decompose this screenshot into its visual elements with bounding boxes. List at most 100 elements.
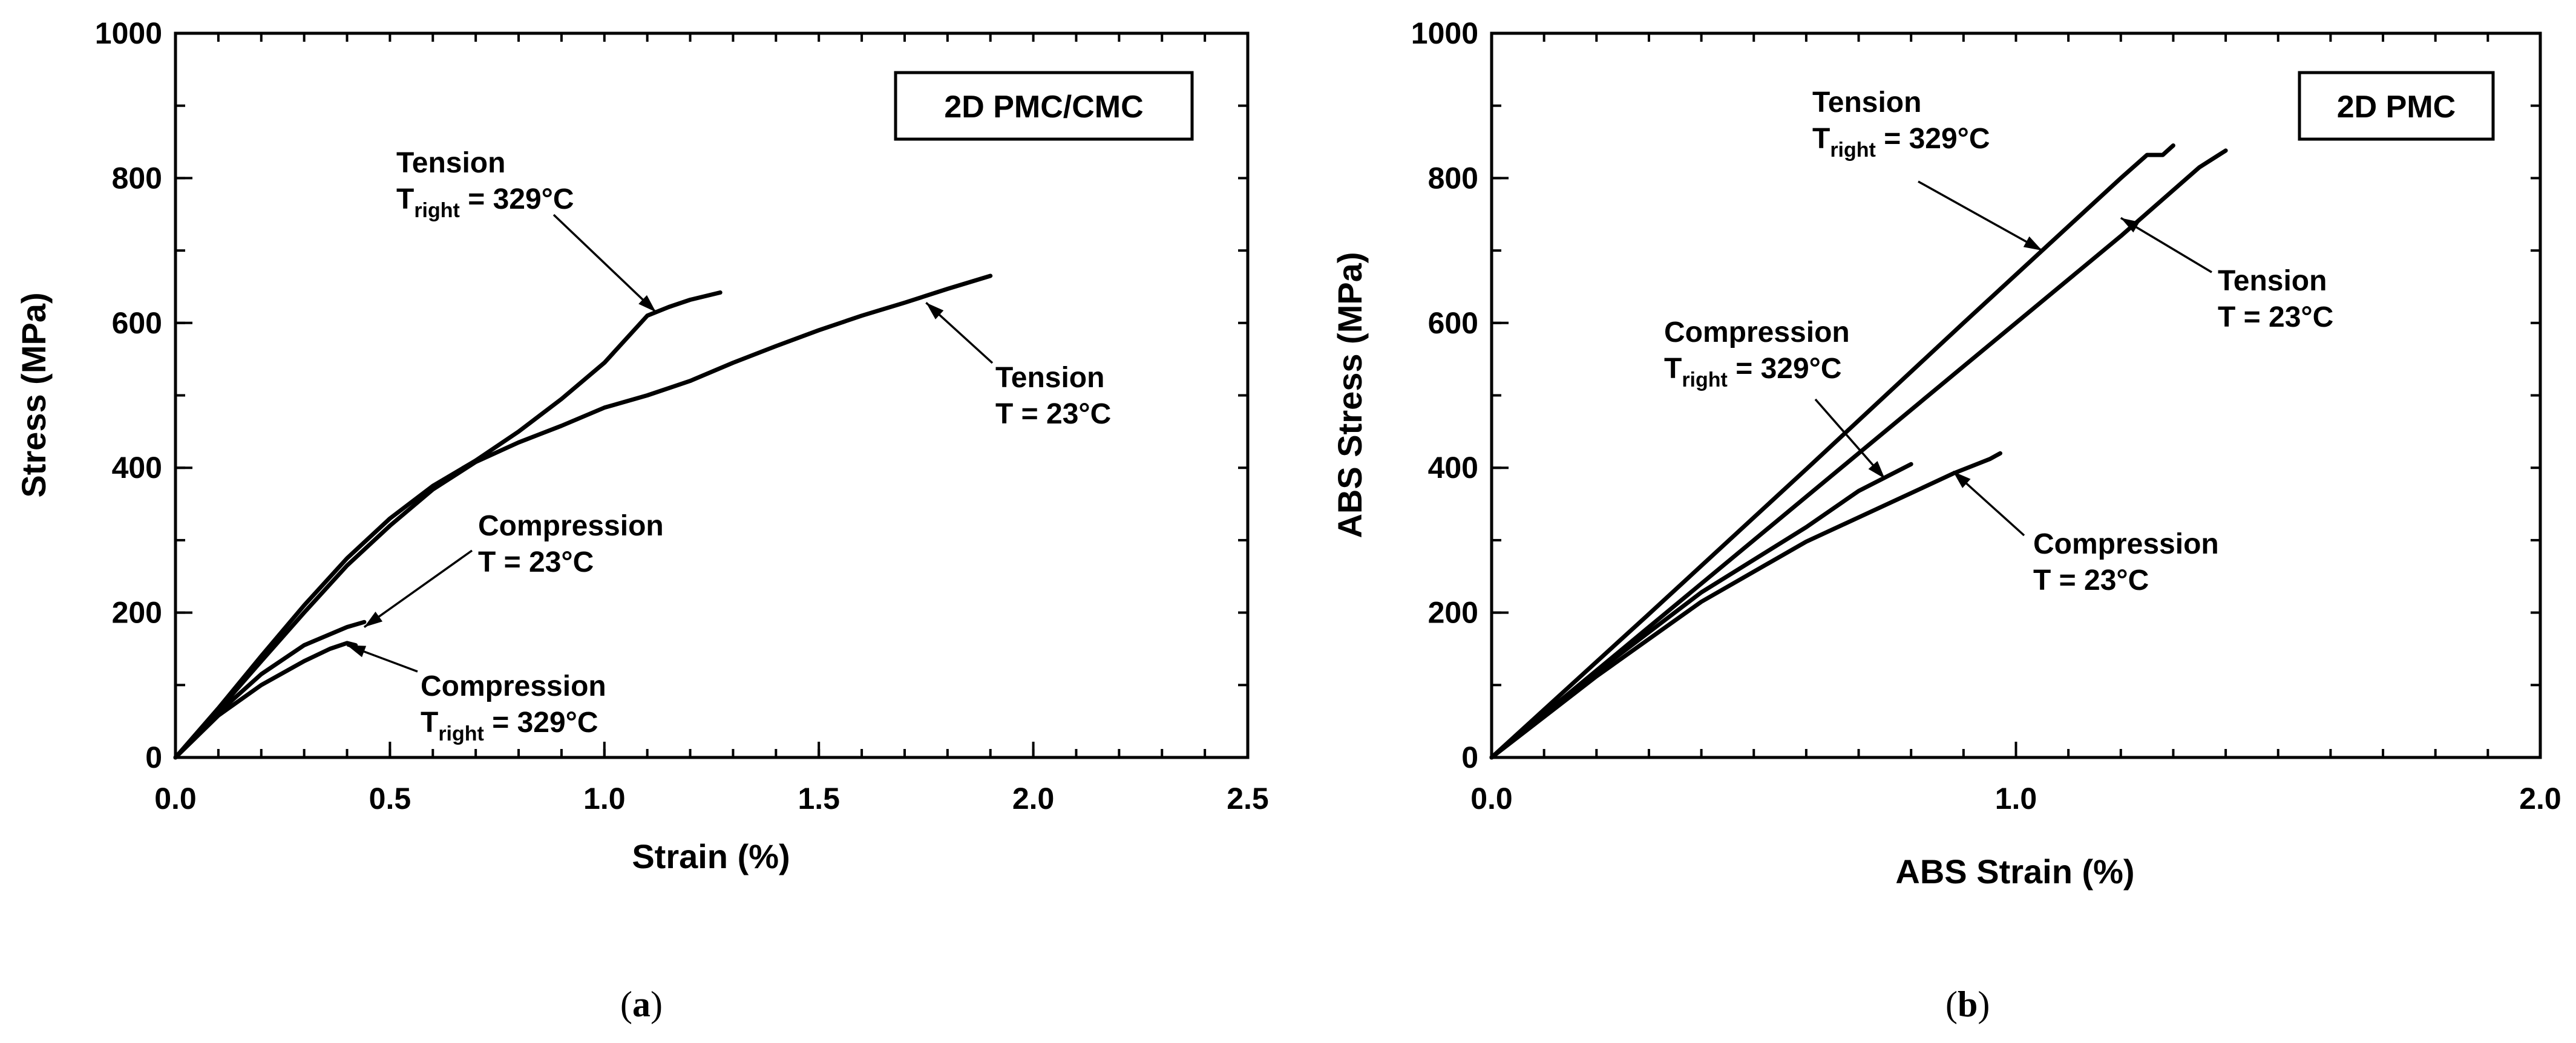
- panel-b: 0.0 1.0 2.0 0 200 400 600 800 1000 ABS Strain (%)…: [1331, 16, 2561, 1024]
- annotation-line1: Tension: [1812, 87, 1921, 119]
- series-line-4: [1489, 451, 2002, 760]
- caption-open: (: [1945, 984, 1958, 1024]
- panel-caption: (b): [1945, 984, 1990, 1024]
- panel-caption: (a): [620, 984, 663, 1024]
- annotation-line1: Compression: [421, 670, 606, 702]
- y-tick-label: 200: [1428, 596, 1478, 630]
- annotation-line2-main: T: [1664, 353, 1682, 385]
- y-tick-label: 600: [112, 306, 162, 340]
- y-tick-label: 0: [145, 741, 162, 774]
- x-tick-label: 1.0: [1995, 782, 2037, 816]
- annotation-line2: Tright = 329°C: [396, 183, 574, 222]
- annotation-arrowhead: [347, 645, 367, 658]
- annotation-arrowhead: [926, 302, 944, 319]
- series-line-1: [1489, 143, 2175, 760]
- annotation-line2: T = 23°C: [2218, 301, 2333, 333]
- annotation-line2: Tright = 329°C: [1812, 123, 1990, 162]
- annotation-line2: T = 23°C: [995, 398, 1111, 430]
- annotation-line1: Tension: [995, 362, 1104, 394]
- panel-label-box: [894, 71, 1194, 141]
- annotation-1: Tension Tright = 329°C: [1812, 87, 2043, 252]
- series-line-1: [173, 273, 993, 760]
- annotation-2: Tension T = 23°C: [925, 301, 1111, 430]
- annotation-3: Compression T = 23°C: [363, 510, 664, 628]
- panel-label: 2D PMC: [2337, 90, 2456, 125]
- annotation-4: Compression T = 23°C: [1952, 470, 2219, 597]
- annotation-line2-sub: right: [1682, 368, 1728, 391]
- x-tick-label: 1.0: [583, 782, 626, 816]
- annotation-line2: T = 23°C: [2033, 564, 2149, 597]
- annotation-arrowhead: [2120, 218, 2140, 233]
- x-tick-label: 2.0: [2519, 782, 2561, 816]
- annotation-line2-main: T: [1812, 123, 1830, 155]
- annotation-line2-main: T: [396, 183, 414, 215]
- annotation-arrow: [552, 214, 657, 313]
- annotation-line1: Tension: [2218, 265, 2327, 297]
- annotation-line2-sub: right: [414, 199, 460, 222]
- annotation-line2: T = 23°C: [478, 546, 594, 578]
- y-tick-label: 200: [112, 596, 162, 630]
- panel-a: 0.0 0.5 1.0 1.5 2.0 2.5 0 200 400 600 800 1000 Strai…: [15, 16, 1269, 1024]
- annotation-line2-rest: = 329°C: [484, 707, 598, 739]
- annotation-3: Compression Tright = 329°C: [1664, 316, 1886, 480]
- y-tick-label: 1000: [1411, 16, 1478, 50]
- x-tick-label: 0.0: [154, 782, 197, 816]
- x-tick-label: 2.0: [1012, 782, 1055, 816]
- panel-label-box: [2298, 71, 2495, 141]
- plot-frame: [1490, 31, 2542, 759]
- annotation-arrowhead: [1868, 461, 1885, 479]
- annotation-line1: Compression: [2033, 528, 2219, 560]
- x-tick-label: 0.0: [1470, 782, 1513, 816]
- caption-letter: b: [1958, 984, 1978, 1024]
- x-tick-label: 0.5: [369, 782, 411, 816]
- annotation-line1: Compression: [1664, 316, 1850, 348]
- caption-close: ): [1978, 984, 1990, 1024]
- annotation-line2-sub: right: [438, 722, 484, 745]
- annotation-line1: Compression: [478, 510, 664, 542]
- x-axis-title: Strain (%): [632, 837, 790, 875]
- caption-letter: a: [632, 984, 651, 1024]
- series-line-3: [1489, 462, 1913, 760]
- annotation-line2-sub: right: [1830, 139, 1876, 162]
- annotation-1: Tension Tright = 329°C: [396, 147, 657, 313]
- x-axis-title: ABS Strain (%): [1895, 852, 2134, 891]
- series-line-2: [173, 290, 723, 760]
- y-tick-label: 0: [1461, 741, 1478, 774]
- y-tick-label: 600: [1428, 306, 1478, 340]
- annotation-line2-main: T = 23°C: [2033, 564, 2149, 597]
- y-tick-label: 800: [112, 161, 162, 195]
- annotation-line2-main: T = 23°C: [478, 546, 594, 578]
- y-axis-title: ABS Stress (MPa): [1331, 252, 1369, 538]
- annotation-line2: Tright = 329°C: [421, 707, 598, 745]
- series-line-4: [173, 641, 358, 760]
- annotation-4: Compression Tright = 329°C: [346, 644, 606, 745]
- annotation-line1: Tension: [396, 147, 505, 179]
- annotation-arrowhead: [638, 295, 656, 312]
- series-line-2: [1489, 148, 2228, 760]
- y-axis-title: Stress (MPa): [15, 292, 53, 497]
- y-tick-label: 400: [1428, 451, 1478, 485]
- annotation-arrow: [1918, 180, 2043, 252]
- y-tick-label: 400: [112, 451, 162, 485]
- annotation-line2-rest: = 329°C: [460, 183, 574, 215]
- annotation-line2-rest: = 329°C: [1728, 353, 1842, 385]
- x-tick-label: 2.5: [1227, 782, 1269, 816]
- annotation-line2-main: T = 23°C: [995, 398, 1111, 430]
- annotation-line2-main: T: [421, 707, 438, 739]
- annotation-line2-main: T = 23°C: [2218, 301, 2333, 333]
- y-tick-label: 1000: [95, 16, 162, 50]
- annotation-2: Tension T = 23°C: [2120, 217, 2333, 333]
- annotation-arrowhead: [364, 612, 383, 627]
- annotation-arrowhead: [2023, 236, 2042, 251]
- annotation-line2: Tright = 329°C: [1664, 353, 1842, 391]
- annotation-arrowhead: [1953, 471, 1971, 488]
- panel-label: 2D PMC/CMC: [944, 90, 1143, 125]
- x-tick-label: 1.5: [798, 782, 840, 816]
- series-line-3: [173, 620, 367, 760]
- caption-open: (: [620, 984, 632, 1024]
- annotation-line2-rest: = 329°C: [1876, 123, 1990, 155]
- y-tick-label: 800: [1428, 161, 1478, 195]
- annotation-arrow: [363, 549, 473, 628]
- caption-close: ): [651, 984, 663, 1024]
